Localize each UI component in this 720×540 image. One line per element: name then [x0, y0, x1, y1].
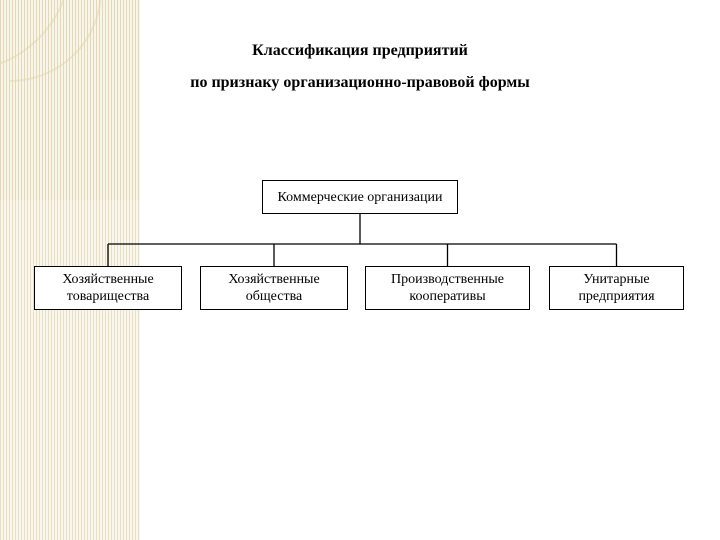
- root-node: Коммерческие организации: [262, 180, 458, 214]
- title-block: Классификация предприятий по признаку ор…: [0, 42, 720, 92]
- child-node: Хозяйственные общества: [200, 266, 348, 310]
- child-node: Унитарные предприятия: [549, 266, 684, 310]
- child-node: Производственные кооперативы: [365, 266, 530, 310]
- title-line2: по признаку организационно-правовой форм…: [0, 74, 720, 92]
- title-line1: Классификация предприятий: [0, 42, 720, 60]
- child-node: Хозяйственные товарищества: [34, 266, 182, 310]
- slide-content: Классификация предприятий по признаку ор…: [0, 0, 720, 540]
